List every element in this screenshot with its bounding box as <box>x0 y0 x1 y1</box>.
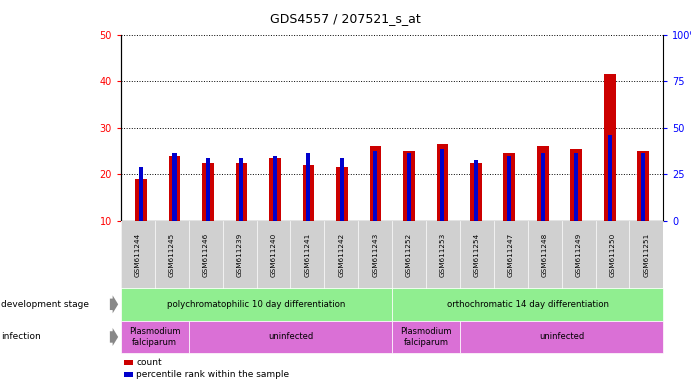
Bar <box>604 74 616 221</box>
Bar <box>440 149 444 221</box>
Bar <box>537 146 549 221</box>
Bar <box>437 144 448 221</box>
Text: GSM611252: GSM611252 <box>406 232 412 276</box>
Text: GSM611242: GSM611242 <box>339 232 344 276</box>
Text: Plasmodium
falciparum: Plasmodium falciparum <box>129 327 180 347</box>
Text: GSM611239: GSM611239 <box>236 232 243 276</box>
Text: development stage: development stage <box>1 300 89 309</box>
Bar <box>373 151 377 221</box>
Text: GSM611254: GSM611254 <box>474 232 480 276</box>
Text: GSM611247: GSM611247 <box>508 232 514 276</box>
Bar <box>240 158 243 221</box>
Text: GSM611245: GSM611245 <box>169 232 175 276</box>
Text: GSM611246: GSM611246 <box>202 232 209 276</box>
Text: GSM611253: GSM611253 <box>440 232 446 276</box>
Bar <box>206 158 210 221</box>
Text: GSM611241: GSM611241 <box>305 232 310 276</box>
Text: polychromatophilic 10 day differentiation: polychromatophilic 10 day differentiatio… <box>167 300 346 309</box>
Bar <box>303 165 314 221</box>
Text: count: count <box>136 358 162 367</box>
Bar <box>336 167 348 221</box>
Text: Plasmodium
falciparum: Plasmodium falciparum <box>400 327 452 347</box>
Bar <box>306 153 310 221</box>
Bar <box>474 160 478 221</box>
Bar <box>139 167 143 221</box>
Bar <box>504 153 515 221</box>
Text: infection: infection <box>1 333 41 341</box>
Bar <box>135 179 147 221</box>
Text: GSM611243: GSM611243 <box>372 232 378 276</box>
Bar <box>507 156 511 221</box>
Text: GSM611248: GSM611248 <box>542 232 548 276</box>
Text: GSM611244: GSM611244 <box>135 232 141 276</box>
Text: GSM611250: GSM611250 <box>609 232 616 276</box>
Bar <box>574 153 578 221</box>
Bar <box>470 162 482 221</box>
Bar <box>169 156 180 221</box>
Bar <box>370 146 381 221</box>
Bar <box>403 151 415 221</box>
Text: GSM611249: GSM611249 <box>576 232 582 276</box>
Bar <box>269 158 281 221</box>
Text: GSM611251: GSM611251 <box>643 232 650 276</box>
Text: GDS4557 / 207521_s_at: GDS4557 / 207521_s_at <box>270 12 421 25</box>
Bar <box>340 158 344 221</box>
Text: GSM611240: GSM611240 <box>270 232 276 276</box>
Bar <box>236 162 247 221</box>
Bar <box>541 153 545 221</box>
Text: orthochromatic 14 day differentiation: orthochromatic 14 day differentiation <box>447 300 609 309</box>
Bar <box>571 149 582 221</box>
Bar <box>407 153 411 221</box>
Bar <box>173 153 176 221</box>
Bar <box>637 151 649 221</box>
Text: uninfected: uninfected <box>268 333 313 341</box>
Bar <box>273 156 277 221</box>
Bar <box>608 135 612 221</box>
Bar <box>202 162 214 221</box>
Text: uninfected: uninfected <box>539 333 585 341</box>
Text: percentile rank within the sample: percentile rank within the sample <box>136 370 290 379</box>
Bar <box>641 153 645 221</box>
